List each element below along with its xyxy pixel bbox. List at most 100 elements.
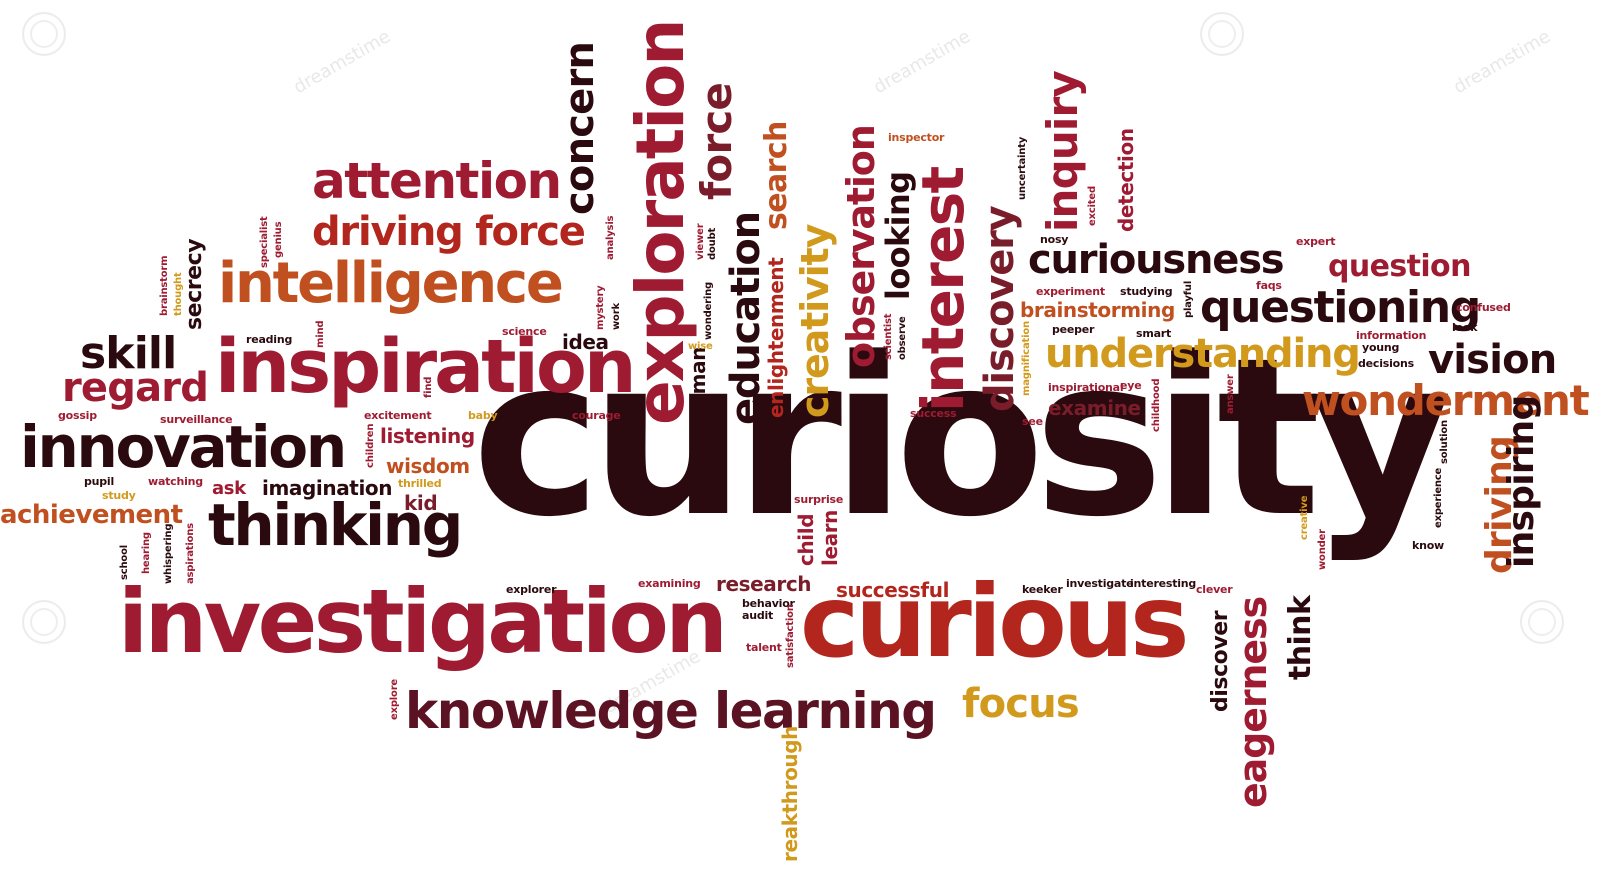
word-scientist: scientist <box>883 313 894 360</box>
watermark-swirl-icon <box>1520 600 1564 644</box>
word-observe: observe <box>897 316 908 360</box>
word-innovation: innovation <box>20 413 347 481</box>
word-behavior: behavior <box>742 597 795 610</box>
word-learning: learning <box>714 682 937 740</box>
word-intelligence: intelligence <box>218 251 564 316</box>
word-pupil: pupil <box>84 475 115 488</box>
word-curiosity: curiosity <box>472 312 1452 565</box>
word-childhood: childhood <box>1151 378 1162 432</box>
word-observation: observation <box>839 125 883 368</box>
word-inspector: inspector <box>888 131 945 144</box>
word-answer: answer <box>1225 374 1236 414</box>
word-eye: eye <box>1120 379 1142 392</box>
word-ask: ask <box>212 478 246 499</box>
word-inspiring: inspiring <box>1501 395 1542 568</box>
word-excited: excited <box>1087 186 1098 226</box>
word-listening: listening <box>380 424 475 448</box>
word-success: success <box>910 407 957 420</box>
word-satisfaction: satisfaction <box>785 604 796 668</box>
watermark-text: dreamstime <box>290 25 395 99</box>
word-confused: confused <box>1456 301 1511 314</box>
word-wonder: wonder <box>1317 529 1328 570</box>
word-research: research <box>716 572 812 596</box>
word-wisdom: wisdom <box>386 454 470 478</box>
word-know: know <box>1412 539 1444 552</box>
word-questioning: questioning <box>1200 282 1481 333</box>
word-peeper: peeper <box>1052 323 1095 336</box>
word-experience: experience <box>1433 467 1444 528</box>
watermark-text: dreamstime <box>870 25 975 99</box>
word-magnification: magnification <box>1021 321 1032 396</box>
word-reading: reading <box>246 333 293 346</box>
word-hearing: hearing <box>141 532 152 574</box>
word-thinking: thinking <box>208 491 463 559</box>
word-playful: playful <box>1183 280 1194 318</box>
word-detection: detection <box>1114 128 1138 232</box>
word-children: children <box>365 423 376 468</box>
word-eagerness: eagerness <box>1231 597 1275 808</box>
word-school: school <box>119 545 130 580</box>
word-kid: kid <box>404 491 438 515</box>
word-think: think <box>1283 595 1318 680</box>
word-look: look <box>1452 321 1478 334</box>
word-examine: examine <box>1048 396 1141 420</box>
word-information: information <box>1356 329 1427 342</box>
word-whispering: whispering <box>163 523 174 584</box>
word-find: find <box>423 376 434 398</box>
word-inspirational: inspirational <box>1048 381 1124 394</box>
word-enlightenment: enlightenment <box>764 257 788 418</box>
watermark-swirl-icon <box>22 600 66 644</box>
word-wondering: wondering <box>703 281 714 340</box>
word-courage: courage <box>572 409 621 422</box>
word-mystery: mystery <box>595 285 606 330</box>
word-see: see <box>1022 415 1043 428</box>
word-genius: genius <box>273 221 284 258</box>
word-curiousness: curiousness <box>1028 237 1285 283</box>
watermark-swirl-icon <box>22 12 66 56</box>
word-smart: smart <box>1136 327 1172 340</box>
word-viewer: viewer <box>695 223 706 260</box>
word-human: human <box>686 346 710 422</box>
word-education: education <box>723 212 769 425</box>
word-baby: baby <box>468 409 498 422</box>
word-exploration: exploration <box>622 20 699 425</box>
word-inspiration: inspiration <box>215 324 637 410</box>
word-expert: expert <box>1296 235 1336 248</box>
word-brainstorming: brainstorming <box>1020 298 1175 322</box>
word-young: young <box>1362 341 1400 354</box>
word-skill: skill <box>80 328 177 379</box>
word-concern: concern <box>557 41 603 215</box>
word-search: search <box>759 121 794 230</box>
word-nosy: nosy <box>1040 233 1069 246</box>
word-gossip: gossip <box>58 409 97 422</box>
word-aspirations: aspirations <box>185 523 196 584</box>
word-brainstorm: brainstorm <box>159 255 170 316</box>
word-audit: audit <box>742 609 774 622</box>
word-child: child <box>794 513 818 566</box>
word-thought: thought <box>173 272 184 316</box>
word-faqs: faqs <box>1256 279 1282 292</box>
word-regard: regard <box>62 365 209 411</box>
word-surprise: surprise <box>794 493 844 506</box>
word-studying: studying <box>1120 285 1173 298</box>
word-investigate: investigate <box>1066 577 1134 590</box>
word-surveillance: surveillance <box>160 413 233 426</box>
word-learn: learn <box>818 509 842 566</box>
word-talent: talent <box>746 641 782 654</box>
word-solution: solution <box>1439 420 1450 464</box>
watermark-text: dreamstime <box>1450 25 1555 99</box>
word-specialist: specialist <box>259 216 270 268</box>
word-understanding: understanding <box>1045 331 1361 377</box>
word-keeker: keeker <box>1022 583 1063 596</box>
word-wonderment: wonderment <box>1302 376 1590 425</box>
watermark-swirl-icon <box>1200 12 1244 56</box>
word-explore: explore <box>389 678 400 720</box>
word-vision: vision <box>1428 337 1557 383</box>
word-interesting: interesting <box>1130 577 1197 590</box>
word-explorer: explorer <box>506 583 557 596</box>
word-achievement: achievement <box>0 500 183 530</box>
word-discovery: discovery <box>977 206 1023 412</box>
word-clever: clever <box>1196 583 1233 596</box>
word-doubt: doubt <box>707 227 718 260</box>
word-discover: discover <box>1208 610 1233 712</box>
